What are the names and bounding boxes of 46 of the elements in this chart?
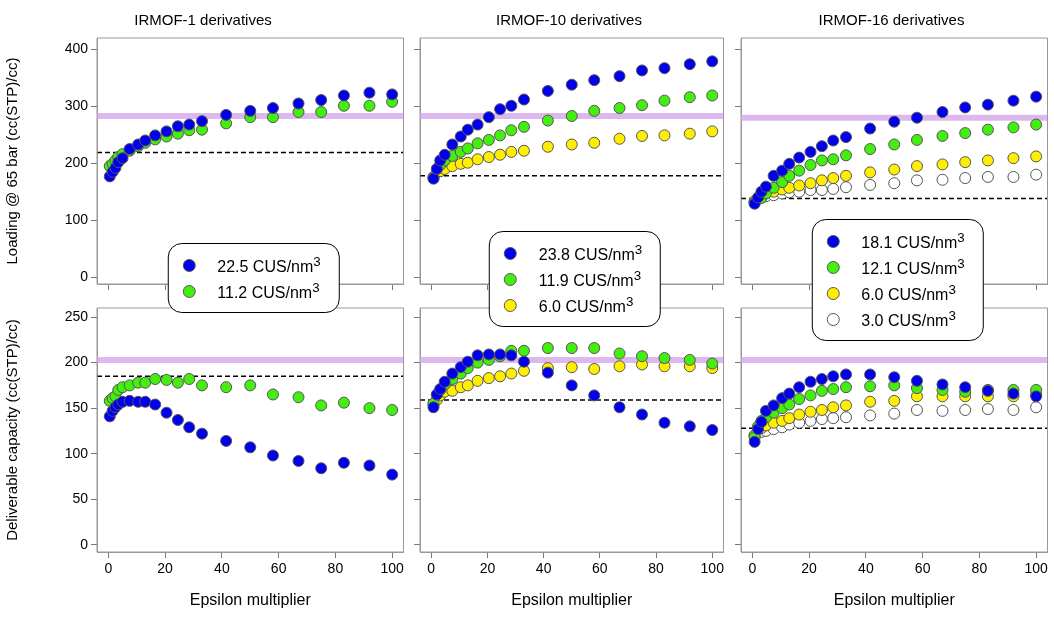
legend-label: 6.0 CUS/nm$^{3}$ [861,281,956,305]
legend-label: 22.5 CUS/nm$^{3}$ [217,253,321,277]
x-tick-label: 100 [1024,560,1049,577]
x-tick-label: 40 [535,560,552,577]
x-tick-label: 0 [104,560,113,577]
y-tick-label: 400 [64,40,89,57]
x-tick-label: 60 [270,560,287,577]
x-tick-label: 60 [914,560,931,577]
x-tick-label: 0 [427,560,436,577]
x-tick-label: 20 [479,560,496,577]
x-tick-label: 80 [971,560,988,577]
x-tick-label: 100 [700,560,725,577]
x-tick-label: 0 [748,560,757,577]
chart-title: IRMOF-10 derivatives [496,11,642,29]
x-tick-label: 60 [592,560,608,577]
x-tick-label: 40 [858,560,874,577]
y-tick-label: 250 [64,307,89,324]
y-tick-label: 200 [64,353,89,370]
y-tick-label: 0 [80,268,89,285]
y-tick-label: 0 [80,535,89,552]
x-axis-title: Epsilon multiplier [833,590,956,608]
chart-title: IRMOF-1 derivatives [134,11,272,29]
x-tick-label: 80 [648,560,665,577]
y-tick-label: 300 [64,97,89,114]
legend-label: 12.1 CUS/nm$^{3}$ [861,255,965,279]
chart-title: IRMOF-16 derivatives [818,11,965,29]
y-axis-title: Loading @ 65 bar (cc(STP)/cc) [3,57,21,265]
x-axis-title: Epsilon multiplier [511,590,633,608]
y-tick-label: 50 [72,490,89,507]
x-tick-label: 20 [157,560,174,577]
x-tick-label: 80 [327,560,344,577]
y-tick-label: 150 [64,399,89,416]
x-tick-label: 40 [214,560,230,577]
legend-label: 11.2 CUS/nm$^{3}$ [217,279,320,303]
legend-label: 6.0 CUS/nm$^{3}$ [538,293,634,317]
x-axis-title: Epsilon multiplier [189,590,312,608]
y-tick-label: 100 [64,211,89,228]
legend-label: 23.8 CUS/nm$^{3}$ [538,241,643,265]
y-tick-label: 200 [64,154,89,171]
x-tick-label: 100 [380,560,405,577]
legend-label: 3.0 CUS/nm$^{3}$ [861,307,956,331]
y-tick-label: 100 [64,444,89,461]
legend-label: 18.1 CUS/nm$^{3}$ [861,229,965,253]
legend-label: 11.9 CUS/nm$^{3}$ [538,267,642,291]
x-tick-label: 20 [801,560,818,577]
y-axis-title: Deliverable capacity (cc(STP)/cc) [3,319,21,541]
